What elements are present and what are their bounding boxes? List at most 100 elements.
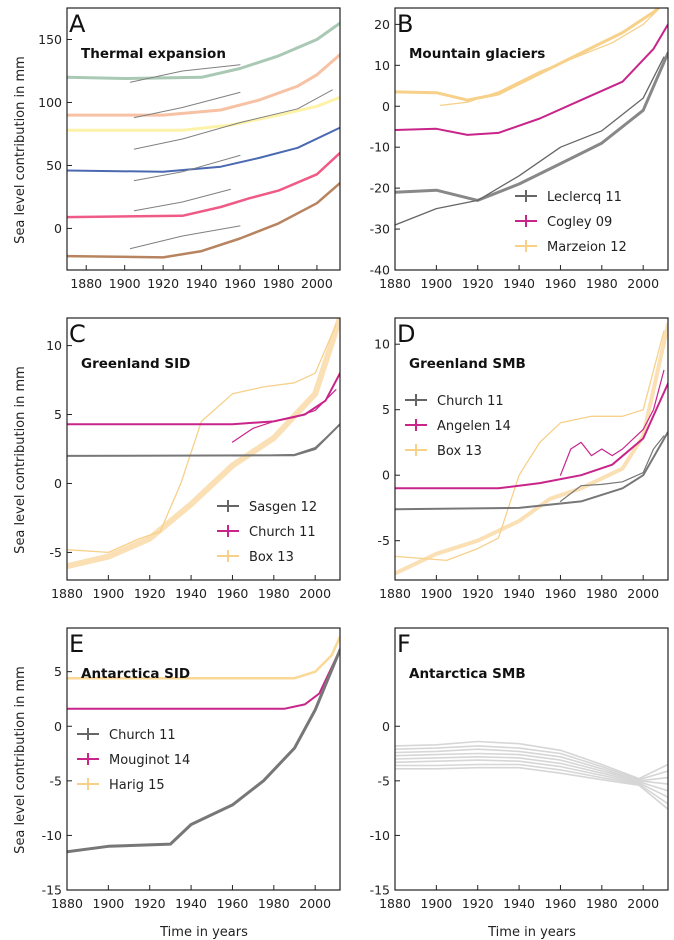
plot-frame bbox=[394, 7, 669, 271]
series-line bbox=[395, 759, 668, 798]
x-tick-label: 2000 bbox=[301, 276, 333, 291]
plot-frame bbox=[394, 317, 669, 581]
y-tick-label: 10 bbox=[374, 337, 390, 352]
panel-d: 1880 1900 1920 1940 1960 1980 2000 -5 0 5 10 D Green… bbox=[374, 317, 669, 601]
series-line bbox=[67, 151, 340, 219]
x-tick-label: 1900 bbox=[92, 896, 124, 911]
x-tick-label: 1940 bbox=[175, 586, 207, 601]
y-tick-label: -5 bbox=[378, 773, 390, 788]
x-tick-label: 2000 bbox=[299, 586, 331, 601]
plot-frame bbox=[66, 7, 341, 271]
y-tick-label: -15 bbox=[42, 883, 62, 898]
x-tick-label: 1960 bbox=[217, 586, 249, 601]
x-tick-label: 1880 bbox=[70, 276, 102, 291]
x-tick-label: 1960 bbox=[217, 896, 249, 911]
series-line bbox=[129, 225, 241, 250]
legend-label: Cogley 09 bbox=[547, 215, 612, 230]
legend-label: Box 13 bbox=[249, 550, 294, 565]
series-line bbox=[67, 21, 340, 80]
y-tick-label: -10 bbox=[370, 140, 390, 155]
x-tick-label: 2000 bbox=[299, 896, 331, 911]
series-group bbox=[67, 21, 340, 259]
series-line bbox=[559, 369, 665, 476]
y-tick-label: 0 bbox=[382, 719, 390, 734]
legend: Church 11 Mouginot 14 Harig 15 bbox=[77, 728, 190, 793]
series-line bbox=[67, 53, 340, 117]
y-tick-label: -5 bbox=[378, 533, 390, 548]
x-tick-label: 1980 bbox=[258, 896, 290, 911]
series-line bbox=[395, 382, 668, 490]
x-tick-label: 1980 bbox=[263, 276, 295, 291]
y-tick-label: 20 bbox=[374, 17, 390, 32]
x-tick-label: 1960 bbox=[545, 896, 577, 911]
series-group bbox=[67, 318, 340, 570]
series-line bbox=[67, 648, 340, 854]
x-tick-label: 1900 bbox=[420, 896, 452, 911]
x-axis-title-left: Time in years bbox=[159, 925, 248, 940]
panel-f: 1880 1900 1920 1940 1960 1980 2000 -15 -10 -5 0 F An… bbox=[370, 627, 669, 911]
x-tick-label: 1880 bbox=[379, 586, 411, 601]
y-tick-label: -30 bbox=[370, 222, 390, 237]
y-tick-label: 5 bbox=[54, 664, 62, 679]
legend-label: Leclercq 11 bbox=[547, 190, 622, 205]
x-tick-label: 1960 bbox=[545, 586, 577, 601]
series-line bbox=[395, 322, 668, 576]
series-line bbox=[67, 648, 340, 710]
x-tick-label: 1900 bbox=[92, 586, 124, 601]
x-tick-label: 1900 bbox=[420, 586, 452, 601]
x-tick-label: 1920 bbox=[462, 896, 494, 911]
y-tick-label: 0 bbox=[54, 221, 62, 236]
series-line bbox=[395, 745, 668, 781]
plot-frame bbox=[66, 317, 341, 581]
series-line bbox=[133, 91, 241, 119]
panel-b: 1880 1900 1920 1940 1960 1980 2000 -40 -30 -20 -10… bbox=[370, 7, 669, 291]
y-tick-label: 150 bbox=[38, 32, 62, 47]
legend: Church 11 Angelen 14 Box 13 bbox=[405, 394, 511, 459]
x-tick-label: 2000 bbox=[627, 586, 659, 601]
x-tick-label: 1880 bbox=[379, 276, 411, 291]
x-tick-label: 1920 bbox=[462, 276, 494, 291]
y-axis-title-row3: Sea level contribution in mm bbox=[13, 666, 28, 854]
series-line bbox=[133, 154, 241, 182]
x-tick-label: 1900 bbox=[420, 276, 452, 291]
series-line bbox=[395, 763, 668, 805]
legend-label: Angelen 14 bbox=[437, 419, 511, 434]
y-tick-label: 0 bbox=[382, 99, 390, 114]
x-tick-label: 1900 bbox=[109, 276, 141, 291]
series-line bbox=[67, 126, 340, 173]
x-tick-label: 1980 bbox=[258, 586, 290, 601]
series-line bbox=[559, 435, 665, 502]
panel-letter: A bbox=[69, 10, 86, 38]
y-tick-label: -15 bbox=[370, 883, 390, 898]
series-line bbox=[395, 752, 668, 785]
y-tick-label: 0 bbox=[54, 476, 62, 491]
x-tick-label: 1920 bbox=[462, 586, 494, 601]
panel-letter: D bbox=[397, 320, 415, 348]
series-line bbox=[67, 423, 340, 457]
panel-c: 1880 1900 1920 1940 1960 1980 2000 -5 0 5 10 C Green… bbox=[46, 317, 341, 601]
x-axis-title-right: Time in years bbox=[487, 925, 576, 940]
series-group bbox=[67, 635, 340, 854]
x-tick-label: 1880 bbox=[379, 896, 411, 911]
y-tick-label: 5 bbox=[382, 402, 390, 417]
panel-a: 1880 1900 1920 1940 1960 1980 2000 0 50 100 150 A Th… bbox=[38, 7, 341, 291]
y-tick-label: -5 bbox=[50, 545, 62, 560]
y-tick-label: -10 bbox=[370, 828, 390, 843]
y-tick-label: 100 bbox=[38, 95, 62, 110]
series-line bbox=[395, 56, 665, 226]
x-tick-label: 1880 bbox=[51, 896, 83, 911]
x-tick-label: 1940 bbox=[503, 586, 535, 601]
x-tick-label: 2000 bbox=[627, 896, 659, 911]
x-tick-label: 1920 bbox=[147, 276, 179, 291]
panel-letter: C bbox=[69, 320, 86, 348]
panel-title: Greenland SMB bbox=[409, 356, 526, 372]
series-line bbox=[231, 389, 337, 443]
x-tick-label: 1980 bbox=[586, 276, 618, 291]
panel-title: Antarctica SID bbox=[81, 666, 190, 682]
y-tick-label: 50 bbox=[46, 158, 62, 173]
series-group bbox=[395, 322, 668, 576]
legend-label: Mouginot 14 bbox=[109, 753, 190, 768]
series-line bbox=[395, 8, 661, 102]
x-tick-label: 1960 bbox=[545, 276, 577, 291]
